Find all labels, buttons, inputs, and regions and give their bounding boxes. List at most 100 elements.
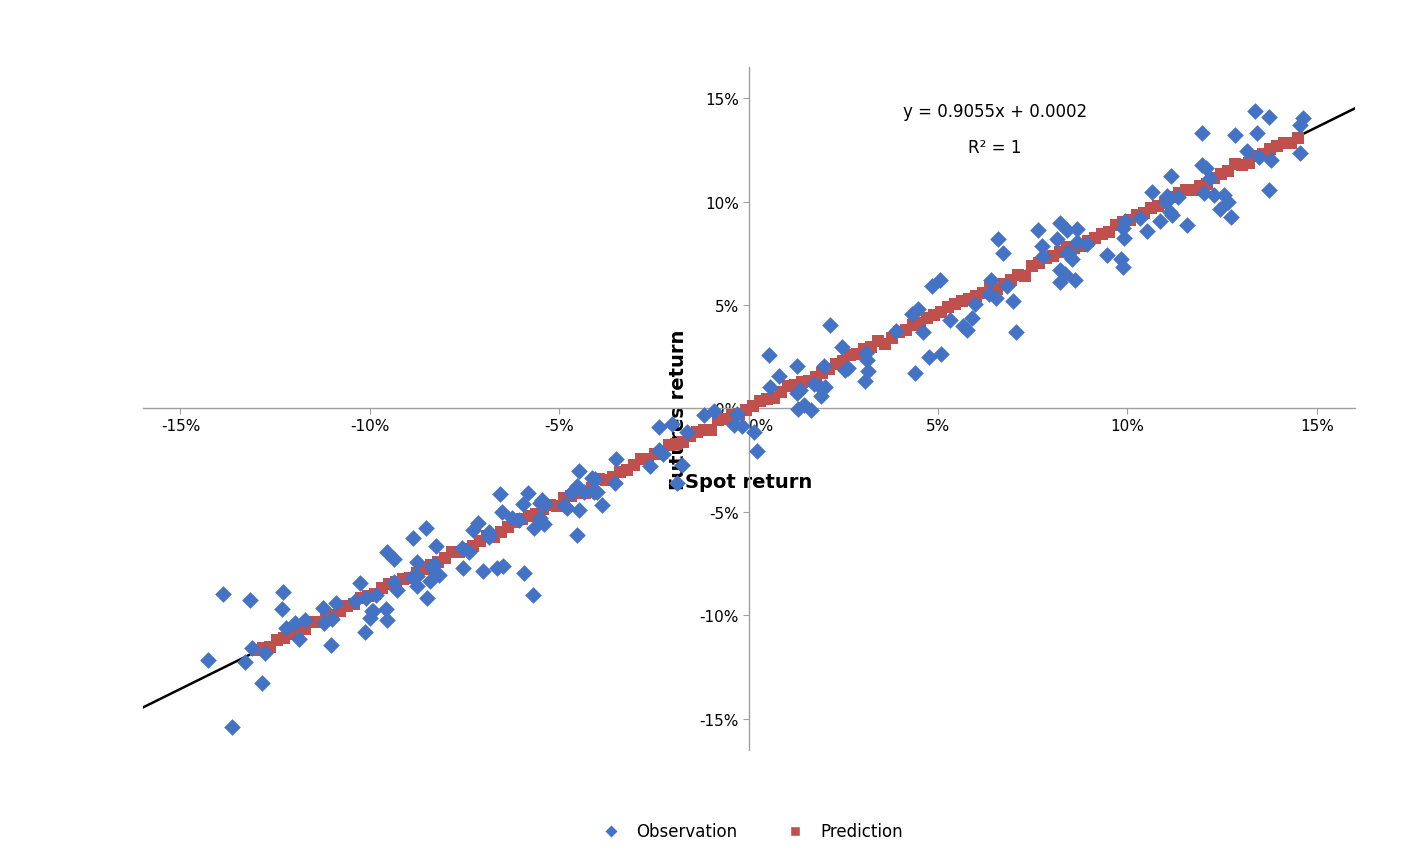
Point — [1292, 112, 1315, 125]
Point — [867, 335, 890, 348]
Point — [1048, 246, 1071, 260]
Point — [469, 534, 492, 548]
Point — [1182, 184, 1205, 198]
Point — [1098, 226, 1121, 239]
Point — [425, 539, 448, 553]
Point — [657, 439, 680, 452]
Point — [1048, 217, 1071, 231]
Point — [321, 613, 344, 626]
Point — [787, 403, 810, 417]
Point — [245, 643, 268, 657]
Point — [271, 602, 294, 616]
Point — [1112, 232, 1135, 245]
Point — [692, 423, 714, 437]
Point — [647, 421, 670, 435]
Point — [903, 319, 925, 332]
Point — [726, 407, 749, 421]
Point — [1235, 145, 1258, 158]
Point — [354, 591, 376, 605]
Point — [992, 247, 1015, 261]
Point — [1289, 119, 1312, 133]
Point — [401, 570, 424, 584]
Point — [382, 553, 405, 567]
Point — [482, 531, 505, 544]
Point — [251, 676, 274, 690]
Point — [1061, 253, 1084, 267]
Point — [1035, 251, 1058, 265]
Point — [1118, 214, 1141, 227]
Point — [421, 561, 443, 574]
Point — [1265, 141, 1288, 154]
Point — [609, 466, 632, 480]
Point — [452, 561, 475, 575]
Point — [441, 545, 463, 559]
Point — [811, 366, 834, 380]
Point — [987, 233, 1010, 246]
Point — [545, 499, 568, 513]
Point — [466, 517, 489, 531]
Point — [419, 558, 442, 572]
Point — [814, 381, 837, 394]
Point — [385, 576, 408, 590]
Point — [734, 404, 757, 417]
Point — [258, 640, 281, 653]
Point — [1154, 196, 1176, 210]
Point — [485, 561, 508, 575]
Point — [958, 293, 981, 307]
Point — [605, 452, 627, 466]
Point — [532, 503, 555, 516]
Point — [378, 578, 401, 591]
Point — [846, 348, 868, 361]
Point — [1159, 206, 1182, 220]
Point — [451, 541, 473, 555]
Point — [552, 492, 575, 505]
Point — [856, 354, 878, 367]
Point — [853, 343, 876, 356]
Point — [508, 514, 530, 527]
Point — [1055, 224, 1078, 238]
Point — [1161, 191, 1184, 204]
Point — [800, 404, 823, 417]
Point — [1168, 187, 1191, 201]
Point — [1095, 249, 1118, 262]
Point — [904, 367, 927, 381]
Point — [1031, 239, 1054, 253]
Point — [1057, 247, 1079, 261]
Point — [1195, 163, 1218, 176]
Point — [559, 490, 582, 504]
Point — [1252, 147, 1275, 161]
Point — [1132, 207, 1155, 221]
Point — [1070, 240, 1092, 254]
Point — [501, 512, 523, 526]
Point — [212, 588, 235, 602]
Point — [977, 288, 1000, 302]
Point — [1259, 143, 1282, 157]
Point — [1243, 106, 1266, 119]
Point — [234, 655, 257, 669]
Point — [405, 566, 428, 579]
Point — [985, 292, 1008, 306]
Point — [629, 452, 652, 466]
Point — [1004, 325, 1027, 339]
Y-axis label: Futures return: Futures return — [669, 329, 689, 489]
Point — [512, 567, 535, 580]
Point — [1198, 172, 1221, 186]
Point — [532, 518, 555, 532]
Point — [511, 513, 533, 527]
Point — [786, 387, 809, 400]
Point — [1208, 203, 1231, 216]
Point — [1062, 242, 1085, 256]
Point — [1105, 219, 1128, 233]
Point — [553, 498, 576, 512]
Point — [706, 414, 729, 428]
Point — [1175, 183, 1198, 197]
Point — [518, 509, 540, 523]
Point — [761, 392, 784, 406]
Point — [344, 594, 366, 607]
Point — [1154, 197, 1176, 210]
Point — [679, 429, 702, 443]
Point — [789, 383, 811, 397]
Point — [953, 320, 975, 334]
Point — [1001, 295, 1024, 308]
Point — [896, 324, 918, 337]
